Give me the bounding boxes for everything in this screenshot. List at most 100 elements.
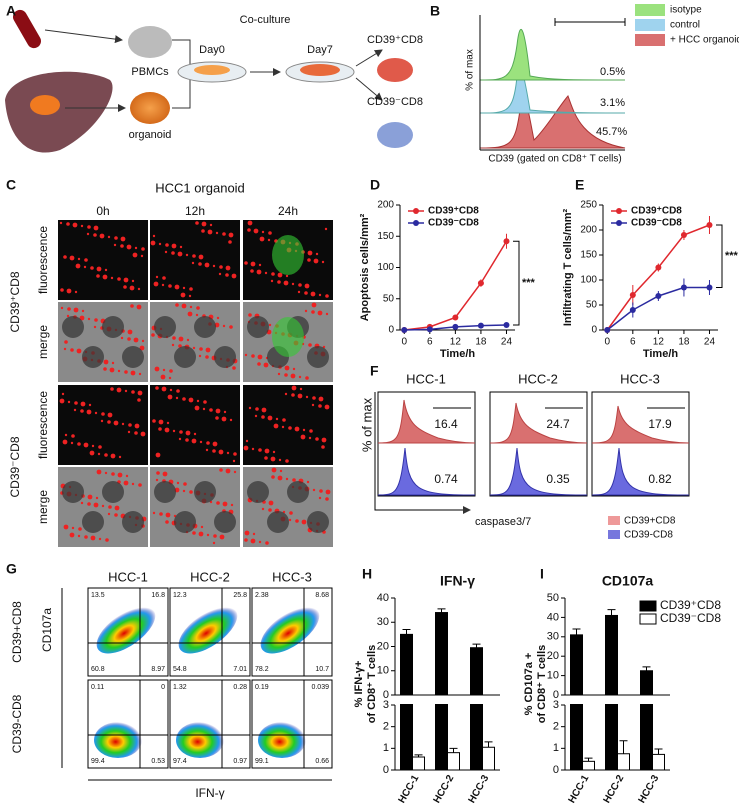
annotation: *** [725, 250, 739, 262]
cell-dot [83, 442, 89, 448]
bar [640, 704, 653, 770]
y-tick-label: 1 [553, 742, 559, 754]
cell-dot [120, 236, 126, 242]
marker [477, 322, 484, 329]
cell-dot [290, 373, 296, 379]
cell-dot [96, 266, 102, 272]
quadrant-value: 10.7 [315, 666, 329, 673]
cell-dot [137, 398, 141, 402]
cell-dot [158, 427, 162, 431]
panel-label: C [6, 177, 16, 193]
marker [401, 327, 408, 333]
cell-dot [215, 231, 219, 235]
percent: 3.1% [600, 97, 625, 109]
cell-dot [252, 532, 256, 536]
cell-dot [124, 370, 128, 374]
legend-label: CD39⁻CD8 [428, 218, 479, 229]
panel-label: B [430, 3, 440, 19]
micrograph [150, 385, 240, 465]
cell-dot [206, 533, 210, 537]
cell-dot [59, 221, 63, 225]
cell-dot [245, 439, 249, 443]
cell-dot [165, 520, 169, 524]
cell-dot [222, 232, 226, 236]
cell-dot [213, 534, 217, 538]
cell-dot [244, 538, 248, 542]
micrograph [150, 220, 240, 300]
bar [470, 704, 483, 770]
cell-dot [162, 471, 168, 477]
cell-dot [216, 316, 220, 320]
cell-dot [98, 537, 102, 541]
cell-dot [169, 388, 173, 392]
plot-frame [489, 391, 588, 497]
cell-dot [87, 494, 93, 500]
cell-dot [204, 262, 210, 268]
cell-dot [67, 307, 71, 311]
cell-dot [195, 313, 199, 317]
y-tick-label: 50 [383, 293, 395, 304]
label: fluorescence [36, 391, 50, 459]
axis-label: of CD8⁺ T cells [536, 645, 548, 724]
quadrant-value: 2.38 [255, 592, 269, 599]
legend-label: CD39⁺CD8 [660, 598, 721, 612]
cell-dot [191, 438, 197, 444]
cell-dot [244, 530, 250, 536]
label: HCC-2 [518, 371, 558, 386]
organoid-shadow [194, 481, 216, 503]
cell-dot [103, 367, 107, 371]
legend-label: CD39⁺CD8 [428, 206, 479, 217]
cell-dot [308, 343, 312, 347]
cell-dot [225, 468, 231, 474]
cell-dot [247, 220, 253, 226]
cell-dot [104, 268, 108, 272]
cell-dot [318, 496, 322, 500]
bar [447, 752, 460, 770]
cell-dot [123, 285, 127, 289]
cell-dot [315, 437, 319, 441]
cell-dot [325, 489, 331, 495]
marker [706, 284, 713, 291]
cell-dot [200, 525, 204, 529]
cell-dot [93, 225, 99, 231]
cell-dot [86, 232, 90, 236]
cell-dot [164, 250, 168, 254]
cell-dot [155, 386, 159, 390]
chart-title: CD107a [602, 573, 654, 589]
cell-dot [172, 336, 176, 340]
cell-dot [97, 452, 101, 456]
cell-dot [304, 291, 308, 295]
cell-dot [165, 243, 169, 247]
quadrant-value: 97.4 [173, 758, 187, 765]
cell-dot [192, 346, 196, 350]
label: Day0 [199, 44, 225, 56]
cell-dot [84, 258, 88, 262]
cell-dot [141, 339, 145, 343]
cell-dot [114, 513, 118, 517]
x-tick-label: 6 [427, 337, 433, 348]
quadrant-value: 12.3 [173, 592, 187, 599]
cell-dot [101, 504, 105, 508]
bar [640, 670, 653, 695]
histogram-blue [591, 447, 690, 496]
error-bar [654, 748, 663, 755]
cell-dot [268, 231, 272, 235]
cell-dot [78, 527, 82, 531]
cell-dot [138, 483, 142, 487]
cell-dot [194, 405, 200, 411]
y-tick-label: 0 [553, 689, 559, 701]
cell-dot [212, 264, 216, 268]
cell-dot [292, 478, 296, 482]
quadrant-value: 1.32 [173, 684, 187, 691]
cell-dot [116, 387, 122, 393]
cell-dot [104, 471, 108, 475]
quadrant-value: 0.11 [91, 684, 104, 691]
cell-dot [100, 419, 104, 423]
cell-dot [304, 309, 308, 313]
x-tick-label: HCC-3 [637, 773, 662, 805]
marker [604, 327, 611, 333]
legend-label: CD39⁺CD8 [631, 206, 682, 217]
plot-frame [87, 587, 169, 677]
cell-dot [216, 501, 220, 505]
y-tick-label: 2 [553, 721, 559, 733]
